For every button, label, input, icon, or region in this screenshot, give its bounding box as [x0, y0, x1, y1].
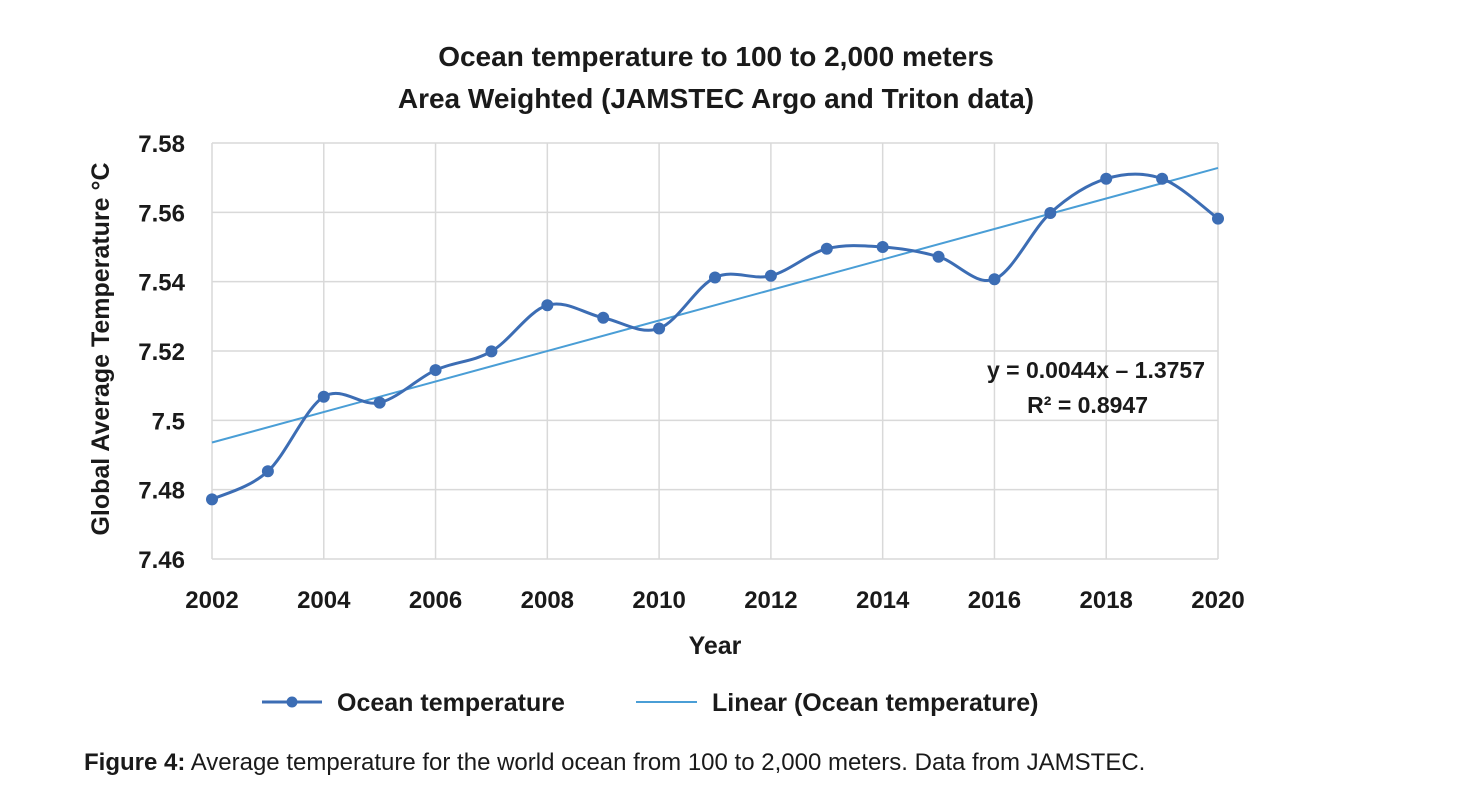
y-axis-ticks: 7.46 7.48 7.5 7.52 7.54 7.56 7.58: [138, 131, 185, 574]
series-layer: [206, 172, 1224, 506]
x-tick-label: 2006: [409, 587, 462, 614]
grid: [211, 142, 1219, 560]
data-point-ocean-temperature: [373, 396, 386, 409]
legend-label-linear-trend: Linear (Ocean temperature): [712, 689, 1039, 717]
x-tick-label: 2018: [1080, 587, 1133, 614]
trendline-equation: y = 0.0044x – 1.3757: [987, 357, 1205, 383]
data-point-ocean-temperature: [1044, 207, 1057, 220]
data-point-ocean-temperature: [988, 273, 1001, 286]
x-tick-label: 2016: [968, 587, 1021, 614]
legend: Ocean temperature Linear (Ocean temperat…: [262, 689, 1039, 717]
x-tick-label: 2004: [297, 587, 351, 614]
data-point-ocean-temperature: [1212, 212, 1224, 225]
figure-caption: Figure 4: Average temperature for the wo…: [84, 749, 1145, 777]
x-tick-label: 2008: [521, 587, 574, 614]
data-point-ocean-temperature: [653, 322, 666, 335]
data-point-ocean-temperature: [317, 390, 330, 403]
x-axis-ticks: 2002 2004 2006 2008 2010 2012 2014 2016 2018 2020: [185, 587, 1244, 614]
data-point-ocean-temperature: [709, 271, 721, 284]
y-tick-label: 7.56: [138, 200, 185, 227]
data-point-ocean-temperature: [485, 345, 498, 358]
legend-marker-ocean-temperature: [286, 696, 298, 708]
chart-title: Ocean temperature to 100 to 2,000 meters: [438, 41, 994, 72]
data-point-ocean-temperature: [429, 364, 442, 377]
trendline-r-squared: R² = 0.8947: [1027, 392, 1148, 418]
figure-caption-text: Average temperature for the world ocean …: [190, 749, 1146, 776]
data-point-ocean-temperature: [261, 465, 274, 478]
y-axis-label: Global Average Temperature °C: [87, 162, 115, 535]
data-point-ocean-temperature: [764, 269, 777, 282]
x-tick-label: 2012: [744, 587, 797, 614]
y-tick-label: 7.48: [138, 478, 185, 505]
figure-caption-label: Figure 4:: [84, 749, 186, 776]
x-tick-label: 2020: [1191, 587, 1244, 614]
y-tick-label: 7.52: [138, 339, 185, 366]
y-tick-label: 7.5: [152, 408, 185, 435]
data-point-ocean-temperature: [1156, 172, 1169, 185]
y-tick-label: 7.58: [138, 131, 185, 158]
x-axis-label: Year: [689, 632, 742, 660]
y-tick-label: 7.46: [138, 547, 185, 574]
x-tick-label: 2010: [632, 587, 685, 614]
data-point-ocean-temperature: [206, 493, 218, 506]
data-point-ocean-temperature: [932, 250, 945, 263]
data-point-ocean-temperature: [541, 299, 554, 312]
x-tick-label: 2014: [856, 587, 910, 614]
data-point-ocean-temperature: [1100, 172, 1113, 185]
data-point-ocean-temperature: [597, 311, 610, 324]
chart-subtitle: Area Weighted (JAMSTEC Argo and Triton d…: [398, 83, 1034, 114]
x-tick-label: 2002: [185, 587, 238, 614]
y-tick-label: 7.54: [138, 270, 185, 297]
series-line-ocean-temperature: [211, 172, 1219, 501]
data-point-ocean-temperature: [820, 242, 833, 255]
data-point-ocean-temperature: [876, 241, 889, 253]
legend-label-ocean-temperature: Ocean temperature: [337, 689, 565, 717]
